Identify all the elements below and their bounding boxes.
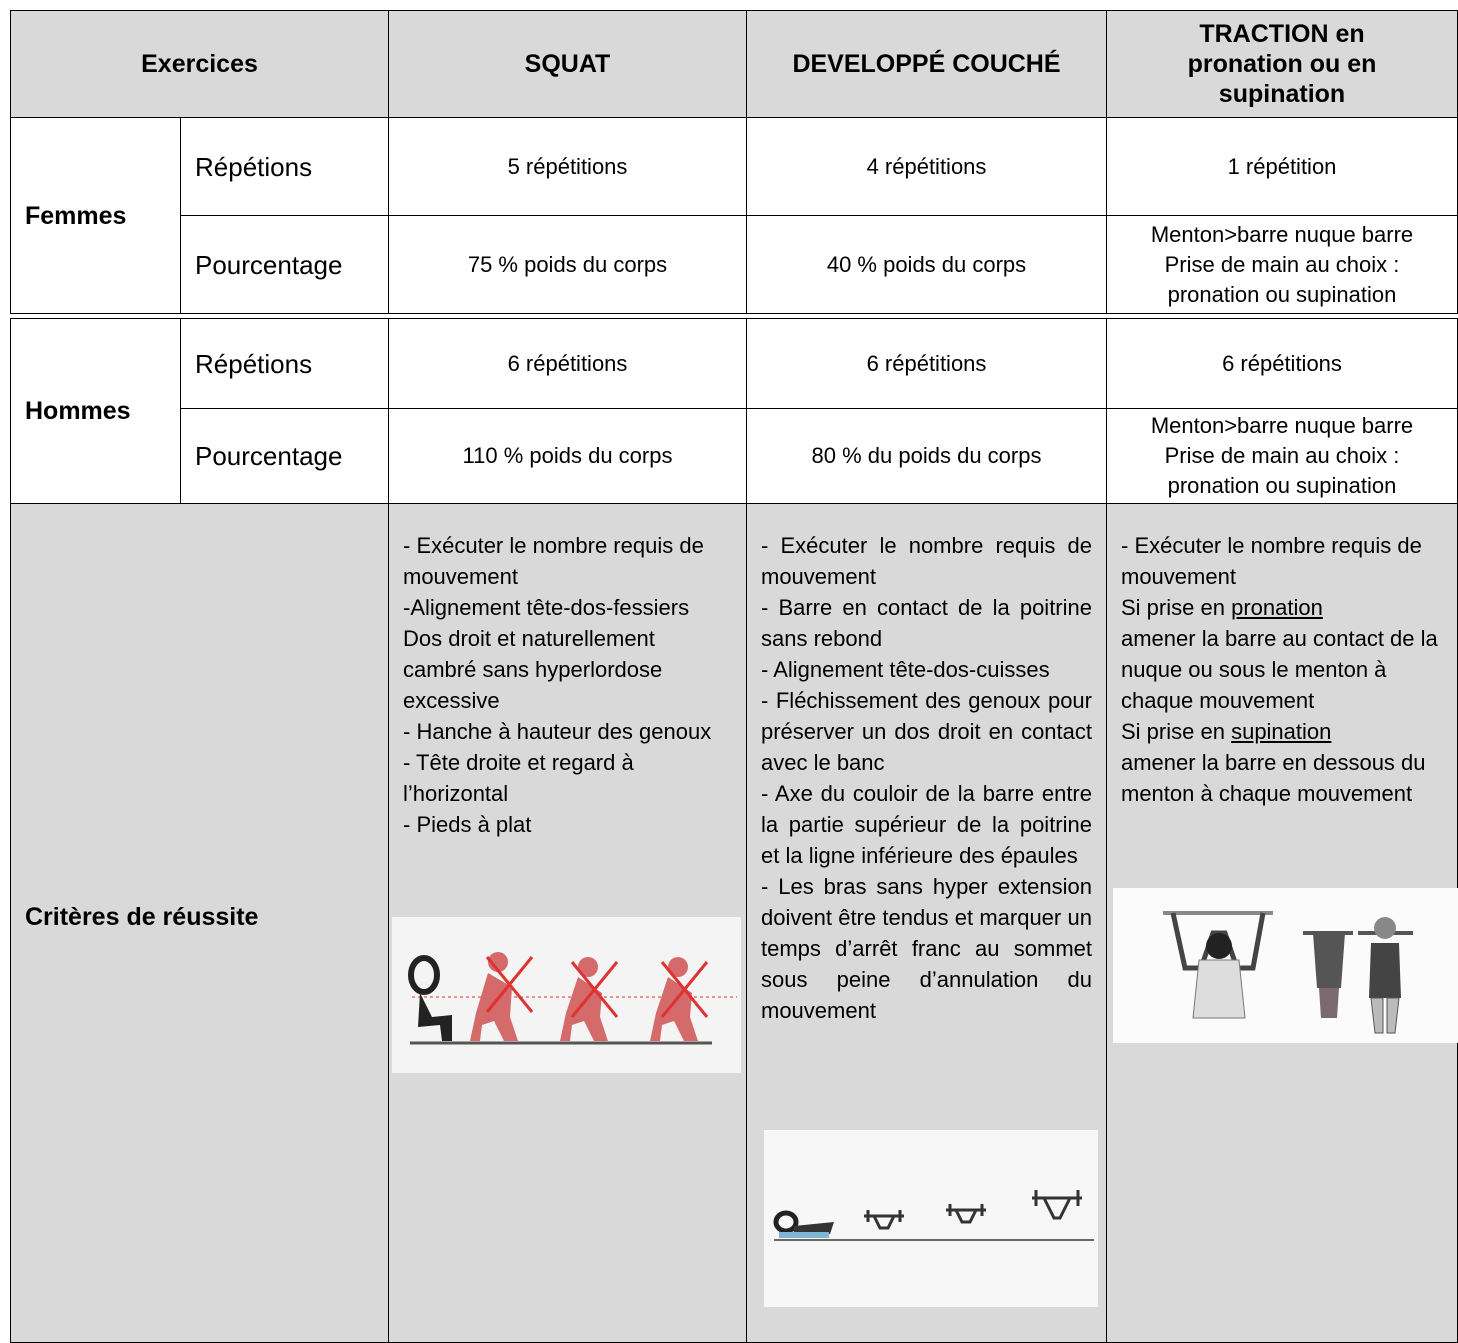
value-cell: 4 répétitions: [746, 117, 1107, 216]
criterion: - Barre en contact de la poitrine sans r…: [761, 595, 1092, 651]
value: 6 répétitions: [1222, 350, 1342, 376]
row-label: Répétions: [195, 151, 313, 182]
criterion: Si prise en supination amener la barre en…: [1121, 716, 1449, 809]
value: 4 répétitions: [866, 153, 987, 179]
criterion-underlined: supination: [1231, 719, 1332, 744]
header-cell: Exercices: [10, 10, 389, 118]
row-label-cell: Répétions: [180, 117, 389, 216]
value-cell: 6 répétitions: [1106, 318, 1458, 409]
row-label: Répétions: [195, 348, 313, 379]
value-cell: 40 % poids du corps: [746, 215, 1107, 314]
criterion: - Fléchissement des genoux pour préserve…: [761, 688, 1092, 775]
value: 1 répétition: [1227, 153, 1337, 179]
value-line: Menton>barre nuque barre: [1150, 413, 1414, 438]
value-line: Prise de main au choix :: [1164, 443, 1400, 468]
row-label-cell: Pourcentage: [180, 408, 389, 504]
column-header: DEVELOPPÉ COUCHÉ: [792, 50, 1061, 78]
pullup-illustration: [1113, 888, 1458, 1043]
criterion-rest: amener la barre en dessous du menton à c…: [1121, 750, 1426, 806]
criterion-rest: amener la barre au contact de la nuque o…: [1121, 626, 1438, 713]
criterion: - Hanche à hauteur des genoux: [403, 719, 712, 744]
header-cell: TRACTION en pronation ou en supination: [1106, 10, 1458, 118]
criterion-prefix: Si prise en: [1121, 595, 1225, 620]
value-cell: 80 % du poids du corps: [746, 408, 1107, 504]
value-line: pronation ou supination: [1167, 281, 1397, 307]
squat-illustration: [392, 917, 741, 1073]
value-cell: 110 % poids du corps: [388, 408, 747, 504]
value: 80 % du poids du corps: [811, 443, 1042, 468]
criteria-list: - Exécuter le nombre requis de mouvement…: [761, 530, 1092, 1026]
row-label: Pourcentage: [195, 441, 343, 471]
row-label: Pourcentage: [195, 249, 343, 280]
group-cell: Hommes: [10, 318, 181, 504]
header-label: Exercices: [141, 50, 258, 78]
value: 5 répétitions: [507, 153, 628, 179]
criterion-underlined: pronation: [1231, 595, 1323, 620]
criteria-label: Critères de réussite: [25, 903, 259, 931]
value-line: Menton>barre nuque barre: [1150, 221, 1414, 247]
criteria-list: - Exécuter le nombre requis de mouvement…: [1121, 530, 1449, 809]
criterion: - Exécuter le nombre requis de mouvement: [1121, 533, 1422, 589]
column-header: SQUAT: [524, 50, 611, 78]
group-name: Hommes: [25, 397, 131, 425]
criterion: - Tête droite et regard à l’horizontal: [403, 750, 634, 806]
criterion-prefix: Si prise en: [1121, 719, 1225, 744]
row-label-cell: Pourcentage: [180, 215, 389, 314]
header-cell: DEVELOPPÉ COUCHÉ: [746, 10, 1107, 118]
value: 75 % poids du corps: [467, 251, 668, 277]
row-label-cell: Répétions: [180, 318, 389, 409]
value-cell: Menton>barre nuque barre Prise de main a…: [1106, 408, 1458, 504]
column-header: TRACTION en pronation ou en supination: [1187, 20, 1377, 108]
value-cell: 6 répétitions: [388, 318, 747, 409]
criterion: - Exécuter le nombre requis de mouvement: [761, 533, 1092, 589]
group-name: Femmes: [25, 201, 127, 230]
criteria-label-cell: Critères de réussite: [10, 503, 389, 1343]
criterion: Si prise en pronation amener la barre au …: [1121, 592, 1449, 716]
value-cell: 5 répétitions: [388, 117, 747, 216]
value-cell: 1 répétition: [1106, 117, 1458, 216]
value: 6 répétitions: [866, 350, 987, 376]
header-cell: SQUAT: [388, 10, 747, 118]
value: 110 % poids du corps: [462, 443, 673, 468]
criterion: - Exécuter le nombre requis de mouvement: [403, 533, 704, 589]
value: 40 % poids du corps: [826, 251, 1027, 277]
value: 6 répétitions: [507, 350, 628, 376]
criterion: - Axe du couloir de la barre entre la pa…: [761, 781, 1092, 868]
criteria-list: - Exécuter le nombre requis de mouvement…: [403, 530, 734, 840]
value-line: pronation ou supination: [1167, 473, 1397, 498]
criterion: - Les bras sans hyper extension doivent …: [761, 874, 1092, 1023]
criterion: -Alignement tête-dos-fessiers: [403, 595, 690, 620]
value-cell: 6 répétitions: [746, 318, 1107, 409]
criterion: Dos droit et naturellement cambré sans h…: [403, 626, 663, 713]
criterion: - Pieds à plat: [403, 812, 532, 837]
group-cell: Femmes: [10, 117, 181, 314]
value-line: Prise de main au choix :: [1164, 251, 1400, 277]
criterion: - Alignement tête-dos-cuisses: [761, 657, 1050, 682]
value-cell: Menton>barre nuque barre Prise de main a…: [1106, 215, 1458, 314]
bench-illustration: [764, 1130, 1098, 1307]
value-cell: 75 % poids du corps: [388, 215, 747, 314]
